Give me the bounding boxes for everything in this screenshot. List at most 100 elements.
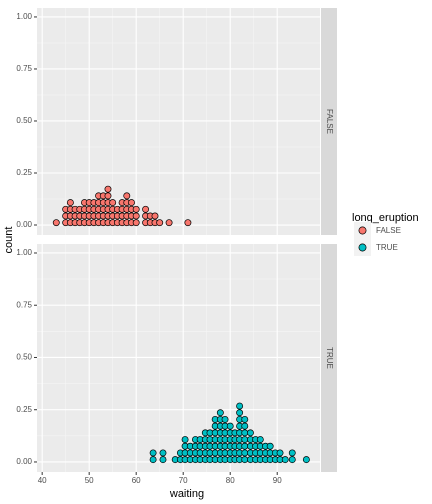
dot-stack [206,429,214,464]
x-tick-label: 80 [226,476,235,485]
dot [159,456,167,464]
dot-stack [252,436,260,464]
dot [159,449,167,457]
dot [241,456,249,464]
dot [132,205,140,213]
y-tick-label: 0.00 [16,220,32,229]
dot-stack [128,199,135,227]
dot [151,212,159,220]
y-axis-label: count [3,227,15,254]
dot [266,442,274,450]
facet-label: FALSE [325,109,334,134]
dot-stack [236,402,244,464]
y-tick-label: 0.75 [16,300,32,309]
y-tick-label: 0.50 [16,353,32,362]
dot [236,409,244,417]
x-tick-label: 40 [38,476,47,485]
dot [66,199,74,207]
y-tick-label: 0.75 [16,64,32,73]
dot [241,436,249,443]
dot [156,219,164,227]
dot-stack [184,219,192,227]
legend-dot [358,243,367,252]
dot-stack [216,409,224,464]
y-tick-label: 0.25 [16,168,32,177]
dot-stack [159,449,167,464]
dot [281,456,289,464]
dot-stack [262,442,269,464]
legend-label: FALSE [376,226,401,235]
y-tick-label: 0.00 [16,457,32,466]
x-tick-label: 60 [132,476,141,485]
dot-stack [71,205,79,227]
dot [181,436,189,443]
dot-stack [109,199,117,227]
dot [52,219,60,227]
dot-stack [186,442,194,464]
legend-label: TRUE [376,243,398,252]
y-tick-label: 1.00 [16,12,32,21]
dot-stack [142,205,150,227]
dot-stack [176,449,184,464]
x-tick-label: 90 [273,476,282,485]
dot-stack [123,192,131,227]
legend-dot [358,226,367,235]
dot [128,199,135,207]
facet-strip [321,8,337,235]
dot [241,442,249,450]
x-tick-label: 50 [85,476,94,485]
dot-stack [221,415,229,464]
dot [132,212,140,220]
dot [226,422,234,430]
facet-label: TRUE [325,347,334,369]
y-tick-label: 0.50 [16,116,32,125]
dot [241,415,249,423]
dot [236,402,244,410]
dot-stack [132,205,140,227]
dot [132,219,140,227]
dot [241,449,249,457]
dot [149,456,157,464]
y-tick-label: 0.25 [16,405,32,414]
dot [241,429,249,437]
legend-title: long_eruption [352,212,419,224]
dot [123,192,131,200]
dot-stack [76,205,84,227]
y-tick-label: 1.00 [16,248,32,257]
dot [149,449,157,457]
dot-stack [95,192,103,227]
dot-stack [196,436,204,464]
dot-stack [90,199,98,227]
dot-stack [156,219,164,227]
dot-stack [256,436,264,464]
dot [246,429,254,437]
dot-stack [201,429,209,464]
dot-stack [281,456,289,464]
dot-stack [226,422,234,464]
dot-stack [302,456,310,464]
dot [288,449,296,457]
dot [276,449,284,457]
dot [165,219,173,227]
dot [104,192,112,200]
x-axis-label: waiting [169,488,204,500]
dot [216,409,224,417]
facet-strip [321,244,337,472]
dot-stack [149,449,157,464]
dot-stack [241,415,249,464]
dot [142,205,150,213]
dot-stack [165,219,173,227]
dot-stack [52,219,60,227]
dot [109,199,117,207]
dot [184,219,192,227]
dot-stack [181,436,189,464]
dot [302,456,310,464]
dot-stack [211,415,219,464]
dot [288,456,296,464]
dot-stack [66,199,74,227]
dot-stack [288,449,296,464]
dot [256,436,264,443]
dot-stack [151,212,159,227]
dot [221,415,229,423]
